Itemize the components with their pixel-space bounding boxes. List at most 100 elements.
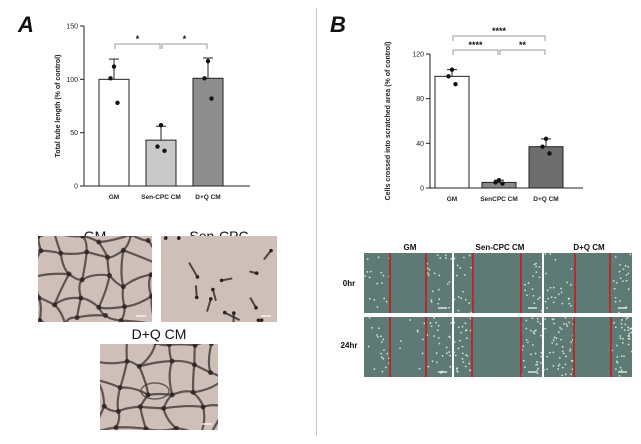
cell-speck [619,337,622,340]
x-tick-label-2: D+Q CM [195,194,220,201]
cell-speck [560,328,563,331]
cell-dot [195,275,200,279]
y-tick-label: 50 [70,130,78,137]
tube-node [120,247,126,253]
cell-speck [468,302,471,304]
significance-bracket-1 [452,49,499,55]
cell-speck [522,345,525,348]
cell-speck [546,355,549,358]
data-point [500,181,505,186]
cell-speck [616,356,619,358]
cell-speck [469,329,472,332]
tube-node [115,408,121,414]
cell-speck [416,331,419,333]
cell-speck [377,256,380,259]
cell-speck [366,258,369,261]
cell-speck [382,357,385,360]
cell-speck [458,339,461,342]
cell-speck [524,283,526,286]
significance-bracket-1 [161,43,208,49]
cell-speck [444,257,447,259]
panel-a-letter: A [18,12,34,37]
cell-speck [449,354,451,357]
cell-speck [544,327,547,330]
cell-speck [524,289,527,292]
data-point [202,76,207,81]
y-tick-label: 100 [66,77,78,84]
cell-speck [464,365,467,368]
cell-speck [445,346,448,349]
cell-speck [457,326,460,329]
cell-speck [629,253,632,256]
cell-cluster [177,236,181,240]
cell-speck [538,266,541,268]
cell-speck [373,298,376,301]
cell-speck [446,283,449,286]
tube-segment [125,344,129,362]
cell-speck [448,306,451,309]
bar-2 [192,77,224,187]
cell-speck [539,322,542,325]
cell-speck [455,368,458,370]
cell-speck [400,340,402,342]
cell-speck [431,360,434,363]
cell-speck [436,329,439,332]
x-tick-label-0: GM [109,194,119,201]
cell-speck [533,263,536,266]
tube-segment [100,405,106,419]
cell-speck [457,309,460,312]
cell-speck [435,361,438,364]
cell-speck [531,344,534,346]
cell-speck [533,332,536,335]
y-tick-label: 0 [74,184,78,191]
cell-speck [561,345,564,348]
cell-speck [619,335,622,337]
cell-speck [619,277,622,280]
cell-speck [628,332,631,335]
cell-speck [437,337,440,339]
tube-node [136,363,142,369]
cell-speck [614,300,617,303]
cell-speck [433,317,436,319]
tube-node [169,358,175,364]
scratch-cell-tint [364,253,452,313]
cell-speck [619,263,622,266]
bar-2 [528,146,564,189]
tube-node [190,389,196,395]
cell-speck [380,356,383,359]
cell-speck [430,325,433,328]
cell-speck [536,317,539,320]
cell-speck [461,345,464,348]
cell-speck [457,296,460,298]
cell-speck [421,352,424,355]
cell-cluster [211,288,217,302]
cell-speck [625,279,628,282]
cell-speck [462,361,465,363]
tube-image-gm [38,236,152,322]
cell-speck [615,344,618,347]
data-point [209,96,214,101]
cell-speck [377,327,380,330]
cell-speck [465,337,468,340]
tube-node [58,250,64,256]
cell-speck [463,256,465,259]
cell-speck [526,341,529,344]
cell-speck [370,326,373,329]
cell-speck [435,352,438,355]
cell-speck [526,294,528,297]
cell-speck [564,317,567,319]
tube-node [145,392,151,398]
cell-speck [549,253,552,256]
cell-speck [552,365,555,367]
cell-speck [369,270,372,273]
tube-node [128,236,133,238]
data-point [547,151,552,156]
cell-speck [568,302,571,305]
cell-cluster [249,297,258,309]
cell-speck [532,331,535,334]
tube-segment [120,250,125,288]
tube-node [153,344,158,346]
scratch-row-0hr: 0hr [342,279,356,288]
cell-speck [438,298,441,301]
cell-speck [427,365,430,368]
